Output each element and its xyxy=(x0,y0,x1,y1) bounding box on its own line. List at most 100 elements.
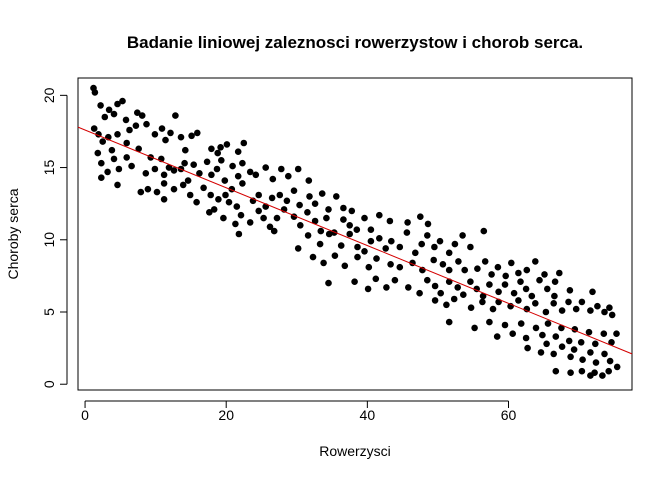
data-point xyxy=(210,206,218,213)
data-point xyxy=(294,165,302,173)
data-point xyxy=(285,172,292,180)
data-point xyxy=(153,188,161,196)
data-point xyxy=(566,287,574,294)
data-point xyxy=(278,165,285,173)
data-point xyxy=(542,308,550,316)
y-tick-label: 20 xyxy=(41,87,57,103)
data-point xyxy=(340,216,347,223)
data-point xyxy=(218,157,225,164)
data-point xyxy=(162,136,169,144)
data-point xyxy=(223,141,231,148)
data-point xyxy=(606,357,614,365)
data-point xyxy=(196,170,203,177)
data-point xyxy=(234,172,242,180)
data-point xyxy=(515,269,522,277)
data-point xyxy=(142,170,150,177)
data-point xyxy=(382,245,390,252)
data-point xyxy=(592,340,599,348)
data-point xyxy=(186,191,194,199)
data-point xyxy=(460,291,467,299)
data-point xyxy=(532,300,539,307)
y-axis: 0 5 10 15 20 xyxy=(41,87,68,388)
data-point xyxy=(387,261,394,268)
data-point xyxy=(391,276,399,284)
data-point xyxy=(269,175,277,183)
data-point xyxy=(459,232,466,239)
data-point xyxy=(494,263,502,271)
data-point xyxy=(135,145,142,153)
data-point xyxy=(276,191,284,199)
data-point xyxy=(558,324,565,332)
data-point xyxy=(467,243,474,251)
data-point xyxy=(333,193,340,200)
data-point xyxy=(396,263,404,271)
data-point xyxy=(318,190,326,197)
data-point xyxy=(376,211,383,219)
data-point xyxy=(214,149,221,157)
data-point xyxy=(493,333,501,340)
regression-line xyxy=(77,126,633,355)
data-point xyxy=(213,165,221,173)
data-point xyxy=(572,305,580,313)
data-point xyxy=(565,298,572,306)
data-point xyxy=(443,301,450,309)
x-tick-label: 40 xyxy=(360,407,376,423)
data-point xyxy=(474,265,481,273)
data-point xyxy=(544,285,551,293)
data-point xyxy=(537,349,545,356)
data-point xyxy=(424,276,431,284)
data-point xyxy=(181,159,188,167)
data-point xyxy=(158,125,166,132)
data-point xyxy=(605,367,612,375)
data-point xyxy=(325,279,332,287)
data-point xyxy=(353,226,361,233)
data-point xyxy=(217,144,224,151)
data-point xyxy=(104,168,111,176)
data-point xyxy=(551,292,558,300)
data-point xyxy=(515,297,522,304)
data-point xyxy=(110,110,118,118)
data-point xyxy=(539,331,546,339)
data-point xyxy=(543,340,550,348)
data-point xyxy=(354,243,361,251)
data-point xyxy=(479,298,486,306)
x-axis: 0 20 40 60 xyxy=(81,400,516,423)
data-point xyxy=(128,162,135,170)
data-point xyxy=(601,308,608,316)
data-point xyxy=(255,191,262,199)
data-point xyxy=(234,148,242,155)
data-point xyxy=(132,122,140,129)
data-point xyxy=(552,333,560,340)
data-point xyxy=(565,337,573,345)
data-point xyxy=(486,318,493,326)
data-point xyxy=(430,256,438,264)
data-point xyxy=(126,126,133,134)
data-point xyxy=(134,109,141,116)
data-point xyxy=(454,284,462,291)
data-point xyxy=(436,237,444,245)
data-point xyxy=(297,222,304,229)
data-point xyxy=(587,349,594,356)
data-point xyxy=(341,262,349,270)
data-point xyxy=(418,240,426,248)
data-point xyxy=(262,164,270,171)
data-point xyxy=(188,132,195,140)
data-point xyxy=(105,106,113,114)
data-point xyxy=(190,161,197,168)
data-point xyxy=(337,242,345,249)
data-point xyxy=(471,324,478,332)
data-point xyxy=(160,180,168,187)
data-point xyxy=(501,281,509,288)
data-point xyxy=(567,353,574,361)
data-point xyxy=(309,253,317,261)
data-point xyxy=(437,289,445,297)
data-point xyxy=(348,207,356,215)
data-point xyxy=(252,171,260,179)
data-point xyxy=(167,129,174,137)
data-point xyxy=(587,307,594,314)
data-point xyxy=(510,289,518,297)
data-point xyxy=(266,223,274,231)
data-point xyxy=(239,159,246,167)
data-point xyxy=(591,369,598,377)
